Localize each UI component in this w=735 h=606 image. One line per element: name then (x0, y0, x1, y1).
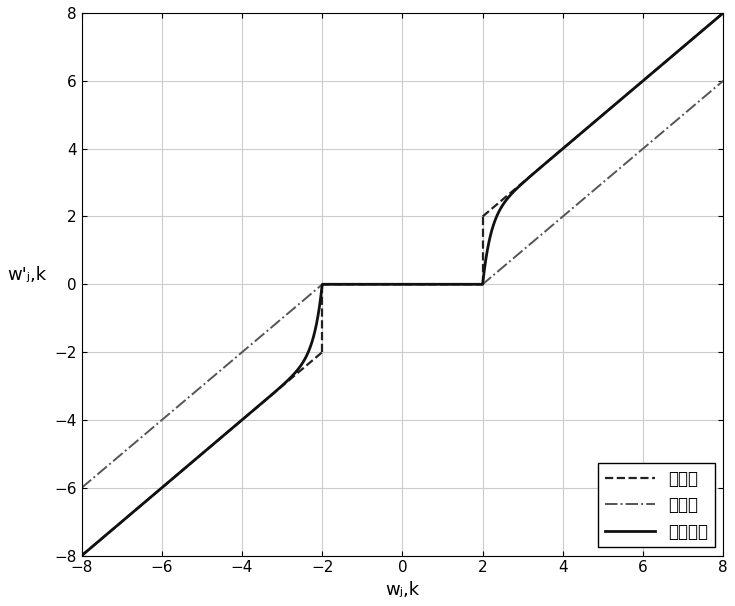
改进阈値 (719, 9, 728, 16)
硬阈値 (318, 348, 326, 356)
改进阈値 (537, 164, 545, 171)
Line: 改进阈値: 改进阈値 (82, 13, 723, 556)
硬阈値 (77, 552, 86, 559)
软阈値 (677, 112, 686, 119)
改进阈値 (489, 221, 498, 228)
Y-axis label: w'ⱼ,k: w'ⱼ,k (7, 266, 46, 284)
硬阈値 (267, 392, 276, 399)
改进阈値 (237, 417, 246, 424)
硬阈値 (126, 511, 135, 518)
软阈値 (719, 77, 728, 84)
硬阈値 (232, 421, 241, 428)
软阈値 (237, 349, 246, 356)
Line: 软阈値: 软阈値 (82, 81, 723, 488)
X-axis label: wⱼ,k: wⱼ,k (385, 581, 420, 599)
软阈値 (537, 231, 545, 239)
Line: 硬阈値: 硬阈値 (82, 352, 322, 556)
改进阈値 (465, 281, 474, 288)
硬阈値 (168, 476, 176, 483)
改进阈値 (77, 552, 86, 559)
软阈値 (489, 271, 498, 279)
Legend: 硬阈値, 软阈値, 改进阈値: 硬阈値, 软阈値, 改进阈値 (598, 464, 715, 547)
改进阈値 (677, 44, 686, 52)
硬阈値 (317, 349, 326, 356)
软阈値 (77, 484, 86, 491)
硬阈値 (129, 508, 137, 516)
软阈値 (381, 281, 390, 288)
改进阈値 (381, 281, 390, 288)
软阈値 (465, 281, 474, 288)
